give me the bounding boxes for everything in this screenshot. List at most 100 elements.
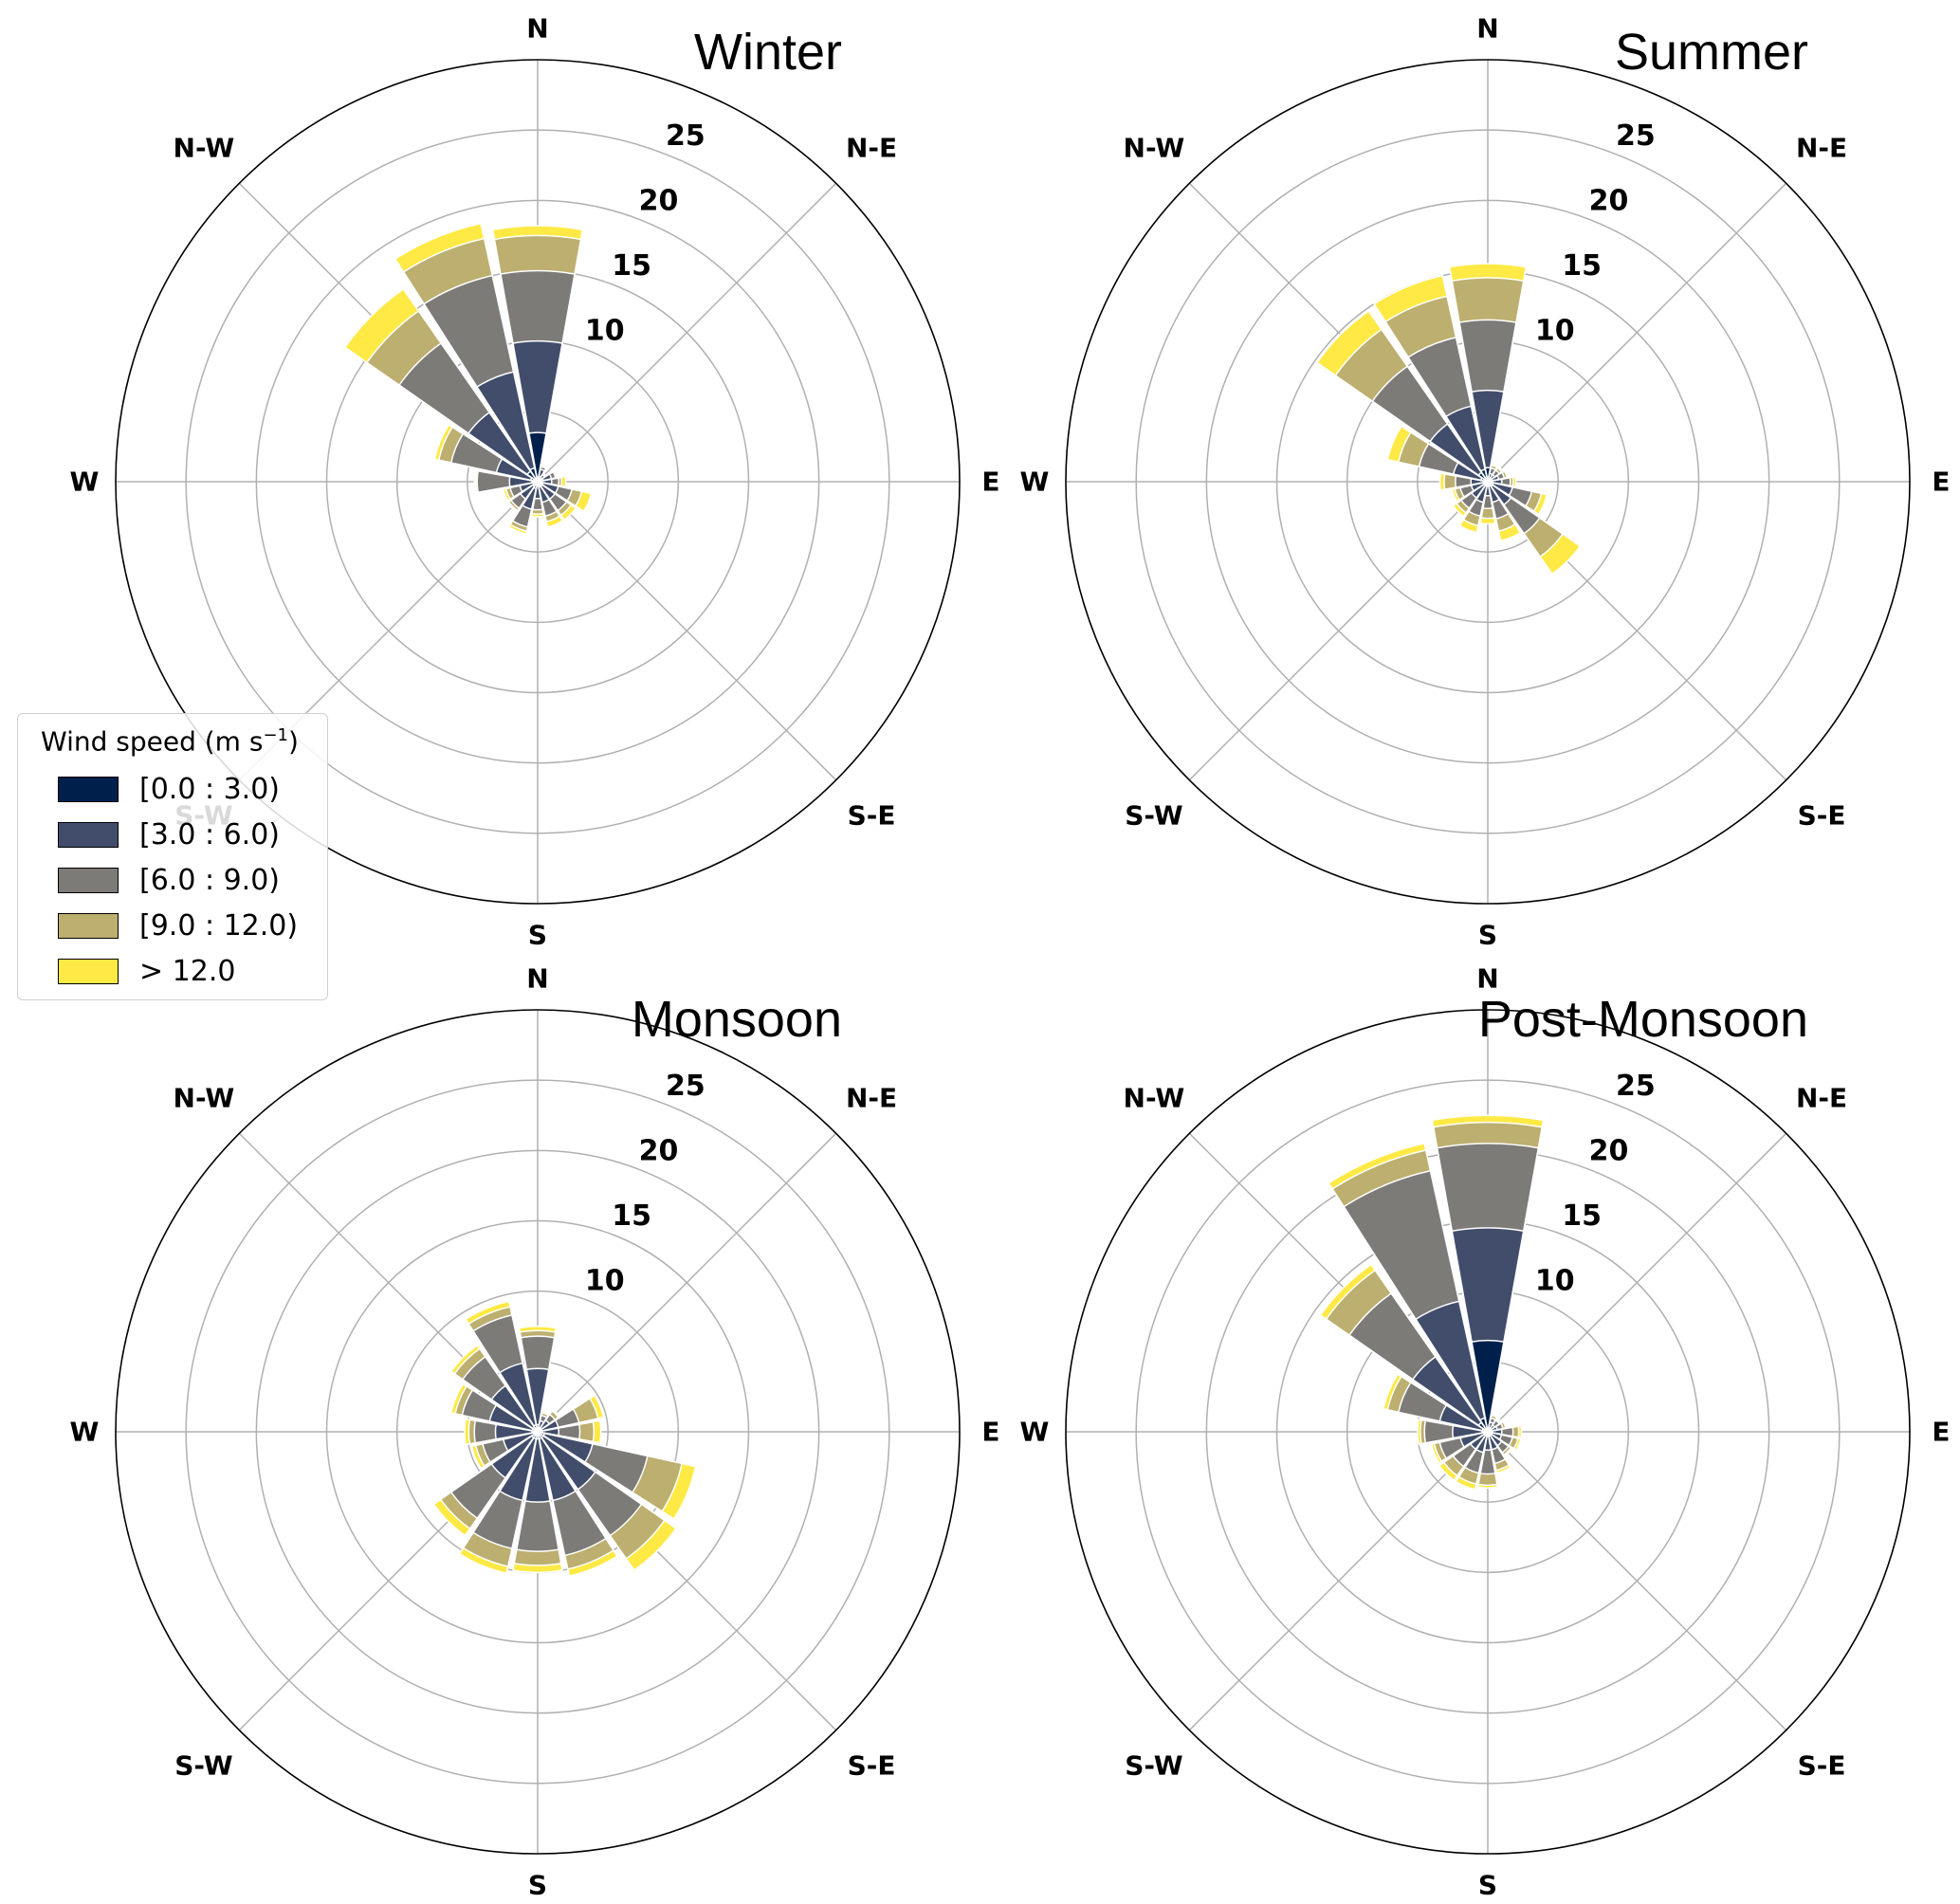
direction-label-w: W: [1020, 1417, 1050, 1448]
bar-sector-15-bin-0: [1478, 1417, 1489, 1433]
bar-sector-6-bin-1: [537, 1431, 596, 1491]
legend-label-0: [0.0 : 3.0): [139, 772, 281, 806]
grid-spoke: [1487, 1132, 1787, 1433]
bar-sector-15-bin-0: [1479, 468, 1489, 483]
bar-sector-11-bin-1: [502, 1431, 539, 1453]
direction-label-n-w: N-W: [174, 132, 235, 163]
direction-label-s-w: S-W: [1125, 800, 1183, 832]
windrose-panel-1: N N-E E S-E S S-W W N-W 10 15 20 25 Summer: [1020, 13, 1951, 951]
grid-spoke: [537, 1132, 837, 1433]
legend: Wind speed (m s−1) [0.0 : 3.0) [3.0 : 6.…: [17, 713, 328, 1000]
legend-title: Wind speed (m s−1): [41, 725, 299, 758]
bar-sector-0-bin-0: [1471, 1339, 1505, 1433]
bar-sector-0-bin-0: [528, 431, 547, 483]
bar-sector-3-bin-1: [537, 1419, 559, 1433]
radial-tick-label: 10: [585, 1265, 625, 1298]
bar-sector-9-bin-1: [499, 1431, 539, 1502]
bar-sector-8-bin-2: [1479, 1431, 1496, 1475]
bar-sector-14-bin-1: [1429, 423, 1489, 483]
bar-sector-11-bin-1: [519, 481, 539, 493]
direction-label-w: W: [1020, 467, 1050, 498]
bar-sector-0-bin-1: [1471, 389, 1505, 483]
bar-sector-7-bin-1: [1487, 481, 1501, 503]
legend-swatch-3: [58, 912, 119, 939]
radial-tick-label: 20: [639, 1134, 679, 1167]
bar-sector-5-bin-1: [1487, 481, 1513, 497]
direction-label-e: E: [981, 1417, 999, 1448]
legend-label-4: > 12.0: [139, 954, 236, 988]
legend-swatch-4: [58, 958, 119, 984]
direction-label-s: S: [528, 1870, 547, 1901]
radial-tick-label: 10: [1535, 1265, 1575, 1298]
bar-sector-14-bin-1: [1411, 1355, 1489, 1433]
bar-sector-12-bin-2: [476, 469, 539, 494]
bar-sector-14-bin-1: [490, 1384, 539, 1433]
radial-tick-label: 20: [1589, 1134, 1629, 1167]
bar-sector-12-bin-1: [1452, 1424, 1489, 1439]
direction-label-e: E: [981, 467, 999, 498]
bar-sector-15-bin-1: [1415, 1300, 1489, 1433]
bar-sector-10-bin-1: [1469, 1431, 1489, 1451]
windrose-panel-3: N N-E E S-E S S-W W N-W 10 15 20 25 Post-Monsoon: [1020, 963, 1951, 1901]
bar-sector-12-bin-1: [494, 1423, 539, 1440]
bar-sector-8-bin-1: [524, 1431, 551, 1503]
legend-swatch-1: [58, 821, 119, 848]
grid-spoke: [1487, 182, 1787, 483]
direction-label-n-w: N-W: [1124, 132, 1185, 163]
legend-swatch-0: [58, 776, 119, 802]
legend-swatch-2: [58, 867, 119, 893]
bar-sector-13-bin-1: [495, 457, 539, 483]
direction-label-s-e: S-E: [848, 1750, 896, 1782]
direction-label-e: E: [1932, 1417, 1950, 1448]
bar-sector-7-bin-1: [537, 1431, 577, 1502]
direction-label-w: W: [70, 467, 100, 498]
direction-label-n-w: N-W: [174, 1082, 235, 1113]
legend-item-1: [3.0 : 6.0): [31, 812, 314, 857]
bar-sector-0-bin-1: [1451, 1227, 1525, 1433]
bar-sector-5-bin-1: [537, 1431, 594, 1464]
bar-sector-10-bin-1: [1470, 481, 1489, 500]
legend-label-2: [6.0 : 9.0): [139, 863, 281, 897]
bar-sector-11-bin-1: [1459, 1431, 1489, 1449]
legend-label-3: [9.0 : 12.0): [139, 908, 299, 943]
bar-sector-4-bin-1: [537, 1427, 560, 1437]
bar-sector-10-bin-1: [490, 1431, 539, 1479]
outer-circle: [1065, 1009, 1911, 1855]
grid-spoke: [1487, 1431, 1787, 1731]
radial-tick-label: 25: [666, 1070, 705, 1103]
bar-sector-12-bin-1: [508, 475, 539, 488]
outer-circle: [115, 59, 961, 905]
legend-item-4: > 12.0: [31, 948, 314, 994]
bar-sector-14-bin-1: [467, 411, 539, 483]
radial-tick-label: 25: [1616, 1070, 1656, 1103]
bar-sector-0-bin-1: [525, 1367, 550, 1433]
outer-circle: [115, 1009, 961, 1855]
direction-label-w: W: [70, 1417, 100, 1448]
bar-sector-15-bin-1: [499, 1362, 539, 1433]
direction-label-s-e: S-E: [1798, 800, 1846, 832]
legend-item-0: [0.0 : 3.0): [31, 766, 314, 812]
bar-sector-15-bin-0: [528, 467, 539, 483]
radial-tick-label: 15: [1562, 249, 1602, 283]
legend-item-3: [9.0 : 12.0): [31, 903, 314, 948]
bar-sector-15-bin-1: [476, 371, 539, 483]
direction-label-n-e: N-E: [1796, 1082, 1847, 1113]
radial-tick-label: 25: [666, 119, 705, 153]
direction-label-s: S: [1478, 1870, 1497, 1901]
direction-label-s-w: S-W: [1125, 1750, 1183, 1782]
bar-sector-13-bin-1: [488, 1403, 539, 1433]
direction-label-s: S: [528, 920, 547, 951]
legend-label-1: [3.0 : 6.0): [139, 817, 281, 851]
bar-sector-0-bin-1: [512, 339, 563, 483]
panel-title: Monsoon: [632, 991, 842, 1048]
bar-sector-15-bin-0: [532, 1423, 539, 1433]
direction-label-s-e: S-E: [848, 800, 896, 832]
bar-sector-7-bin-1: [1487, 1431, 1499, 1451]
bar-sector-6-bin-1: [1487, 481, 1512, 506]
radial-tick-label: 10: [1535, 315, 1575, 348]
grid-spoke: [1188, 1431, 1489, 1731]
direction-label-s-e: S-E: [1798, 1750, 1846, 1782]
bar-sector-8-bin-1: [1483, 1431, 1493, 1452]
direction-label-s-w: S-W: [174, 1750, 233, 1782]
